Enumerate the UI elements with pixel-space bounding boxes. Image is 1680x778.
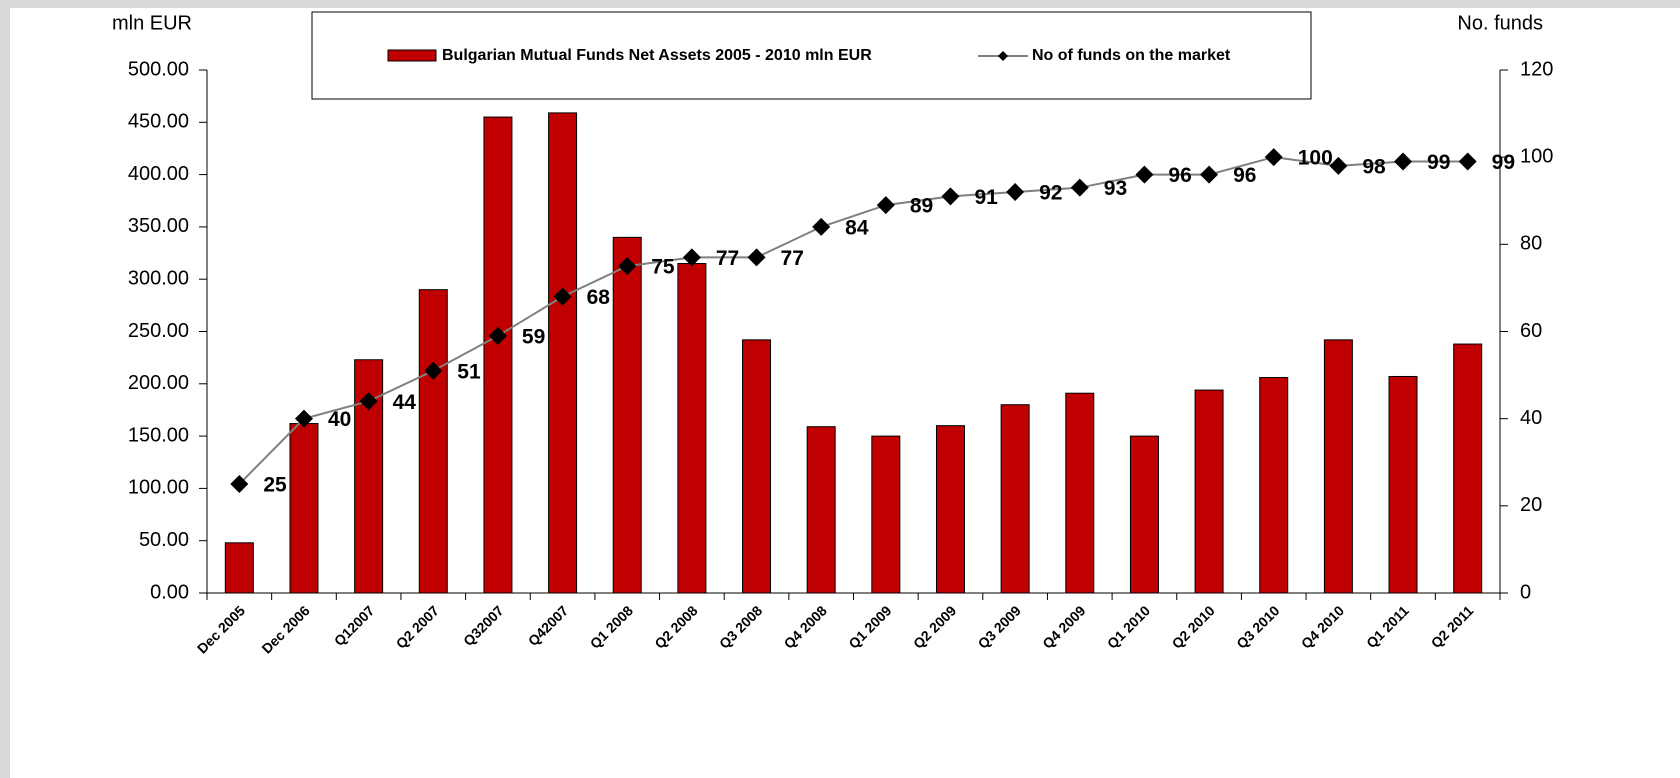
bar — [1453, 343, 1483, 594]
data-label: 84 — [845, 216, 869, 239]
data-label: 25 — [263, 474, 287, 497]
data-label: 51 — [457, 360, 481, 383]
marker — [553, 287, 572, 306]
y-tick-label: 450.00 — [128, 111, 189, 133]
bar — [1259, 377, 1289, 594]
bar — [1388, 375, 1418, 594]
y-tick-label: 100.00 — [128, 477, 189, 499]
y-tick-label: 500.00 — [128, 58, 189, 80]
legend-marker — [998, 51, 1008, 61]
bar — [1000, 404, 1030, 594]
data-label: 92 — [1039, 182, 1062, 205]
marker — [682, 248, 701, 267]
legend-box — [311, 11, 1312, 100]
marker — [359, 392, 378, 411]
bar — [1065, 392, 1095, 594]
y2-tick-label: 60 — [1520, 320, 1542, 342]
marker — [1070, 178, 1089, 197]
y2-tick-label: 100 — [1520, 145, 1553, 167]
bar — [224, 542, 254, 594]
data-label: 96 — [1168, 164, 1191, 187]
chart-area — [10, 8, 1680, 778]
y2-tick-label: 80 — [1520, 233, 1542, 255]
marker — [618, 257, 637, 276]
data-label: 89 — [910, 195, 933, 218]
bar — [1194, 389, 1224, 594]
marker — [294, 409, 313, 428]
bar — [548, 112, 578, 594]
marker — [1264, 148, 1283, 167]
line — [238, 156, 1468, 485]
marker — [747, 248, 766, 267]
y2-tick-label: 120 — [1520, 58, 1553, 80]
data-label: 99 — [1427, 151, 1450, 174]
y-tick-label: 250.00 — [128, 320, 189, 342]
marker — [1006, 183, 1025, 202]
marker — [488, 326, 507, 345]
data-label: 44 — [393, 391, 417, 414]
marker — [1329, 156, 1348, 175]
marker — [1458, 152, 1477, 171]
data-label: 93 — [1104, 177, 1127, 200]
bar — [742, 339, 772, 594]
y2-tick-label: 40 — [1520, 407, 1542, 429]
legend-label: Bulgarian Mutual Funds Net Assets 2005 -… — [442, 47, 872, 64]
marker — [230, 475, 249, 494]
y-tick-label: 0.00 — [150, 581, 189, 603]
data-label: 96 — [1233, 164, 1256, 187]
data-label: 99 — [1492, 151, 1515, 174]
marker — [1200, 165, 1219, 184]
y-axis-label: mln EUR — [112, 12, 192, 34]
bar — [677, 263, 707, 594]
data-label: 98 — [1362, 155, 1386, 178]
y2-axis-label: No. funds — [1457, 12, 1543, 34]
bar — [1323, 339, 1353, 594]
data-label: 75 — [651, 256, 675, 279]
bar — [289, 423, 319, 594]
data-label: 91 — [974, 186, 998, 209]
marker — [1394, 152, 1413, 171]
data-label: 59 — [522, 325, 545, 348]
legend-swatch — [387, 49, 437, 62]
y2-tick-label: 0 — [1520, 581, 1531, 603]
data-label: 77 — [716, 247, 739, 270]
y-tick-label: 50.00 — [139, 529, 189, 551]
marker — [941, 187, 960, 206]
y-tick-label: 300.00 — [128, 267, 189, 289]
bar — [935, 425, 965, 594]
bar — [871, 435, 901, 594]
bar — [806, 426, 836, 594]
y2-tick-label: 20 — [1520, 494, 1542, 516]
bar — [483, 116, 513, 594]
y-tick-label: 200.00 — [128, 372, 189, 394]
marker — [1135, 165, 1154, 184]
data-label: 68 — [587, 286, 611, 309]
bar — [1129, 435, 1159, 594]
marker — [424, 361, 443, 380]
y-tick-label: 350.00 — [128, 215, 189, 237]
data-label: 100 — [1298, 147, 1333, 170]
marker — [876, 196, 895, 215]
y-tick-label: 150.00 — [128, 424, 189, 446]
marker — [812, 217, 831, 236]
bar — [612, 236, 642, 594]
data-label: 77 — [781, 247, 804, 270]
legend-label: No of funds on the market — [1032, 47, 1231, 64]
data-label: 40 — [328, 408, 351, 431]
y-tick-label: 400.00 — [128, 163, 189, 185]
bar — [418, 289, 448, 594]
